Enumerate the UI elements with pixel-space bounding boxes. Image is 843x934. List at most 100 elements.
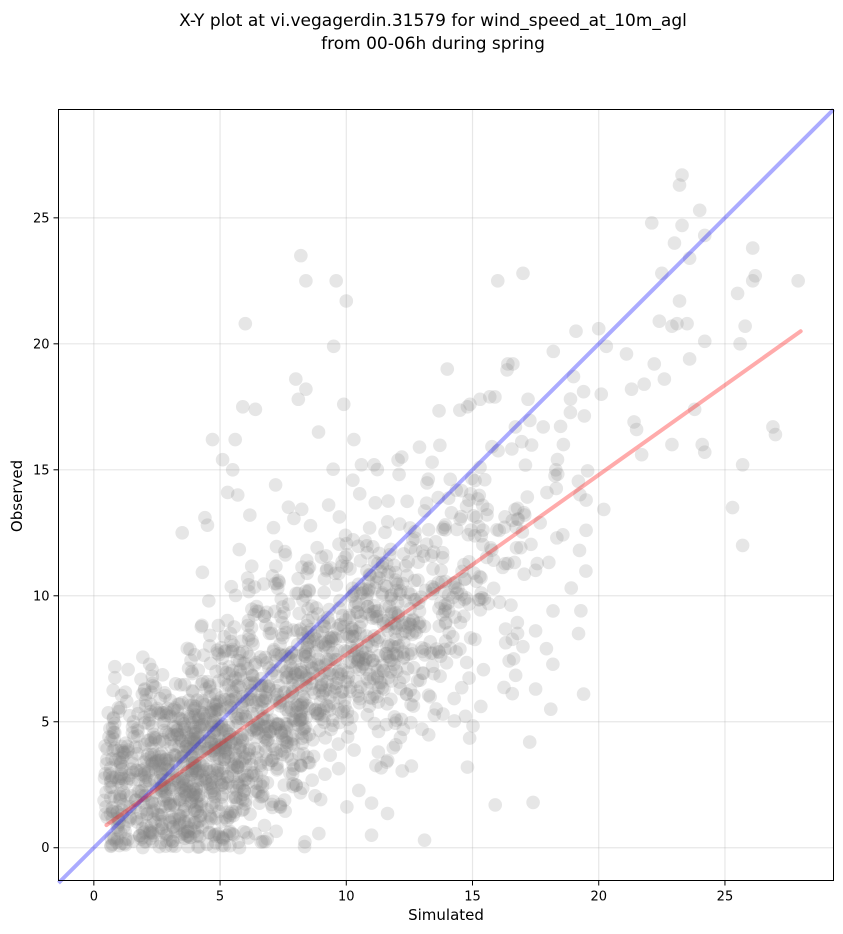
scatter-point [396, 547, 411, 561]
scatter-point [198, 712, 213, 726]
scatter-point [350, 605, 365, 619]
scatter-point [210, 766, 225, 780]
scatter-point [168, 824, 183, 839]
scatter-point [114, 755, 128, 770]
scatter-point [232, 840, 247, 855]
scatter-point [322, 602, 337, 617]
scatter-point [390, 595, 405, 610]
scatter-point [365, 691, 380, 706]
scatter-point [308, 789, 322, 803]
scatter-point [343, 562, 357, 576]
scatter-point [268, 721, 283, 736]
scatter-point [448, 610, 462, 624]
scatter-point [472, 519, 486, 534]
scatter-point [345, 589, 359, 604]
scatter-point [498, 622, 513, 636]
scatter-point [502, 654, 516, 668]
scatter-point [273, 637, 287, 652]
scatter-point [228, 588, 243, 603]
scatter-point [111, 812, 126, 826]
scatter-point [352, 620, 367, 634]
scatter-point [235, 734, 250, 748]
scatter-point [114, 688, 129, 703]
scatter-point [310, 706, 324, 721]
scatter-point [392, 638, 406, 653]
scatter-point [103, 807, 118, 821]
scatter-point [143, 704, 158, 719]
scatter-point [354, 457, 369, 472]
scatter-point [315, 712, 329, 726]
scatter-point [210, 763, 224, 777]
scatter-point [218, 745, 232, 759]
scatter-point [135, 840, 150, 855]
scatter-point [145, 756, 160, 771]
scatter-point [181, 693, 196, 708]
scatter-point [278, 716, 292, 731]
scatter-point [260, 831, 274, 846]
scatter-point [113, 769, 128, 783]
scatter-point [228, 671, 243, 685]
scatter-point [204, 811, 219, 826]
scatter-point [244, 765, 259, 780]
scatter-point [181, 707, 195, 721]
scatter-point [423, 635, 438, 649]
scatter-point [167, 701, 182, 715]
scatter-point [336, 704, 351, 719]
scatter-point [215, 838, 229, 853]
scatter-point [275, 616, 290, 630]
scatter-point [415, 644, 430, 659]
scatter-point [223, 626, 238, 641]
scatter-point [196, 764, 211, 779]
scatter-point [224, 701, 239, 715]
scatter-point [176, 754, 190, 769]
scatter-point [159, 705, 174, 719]
scatter-point [296, 631, 311, 646]
scatter-point [207, 786, 222, 801]
scatter-point [104, 773, 118, 788]
scatter-point [224, 634, 238, 649]
scatter-point [344, 622, 359, 637]
scatter-point [270, 687, 284, 702]
scatter-point [192, 829, 207, 844]
scatter-point [208, 835, 223, 850]
scatter-point [209, 664, 223, 679]
scatter-point [382, 565, 396, 579]
scatter-point [599, 339, 614, 354]
scatter-point [367, 554, 382, 569]
scatter-point [124, 750, 139, 765]
scatter-point [362, 699, 377, 714]
scatter-point [215, 766, 229, 781]
scatter-point [417, 833, 432, 847]
scatter-point [426, 582, 440, 597]
scatter-point [253, 777, 268, 792]
scatter-point [477, 592, 492, 606]
scatter-point [325, 634, 339, 648]
scatter-point [189, 782, 203, 796]
scatter-point [270, 581, 285, 596]
scatter-point [334, 685, 349, 699]
scatter-point [372, 630, 386, 645]
scatter-point [285, 767, 300, 782]
scatter-point [293, 665, 308, 680]
scatter-point [166, 820, 181, 834]
scatter-point [318, 640, 333, 654]
scatter-point [665, 437, 679, 452]
scatter-point [179, 725, 194, 740]
scatter-point [286, 737, 301, 752]
scatter-point [380, 697, 394, 711]
scatter-point [285, 670, 300, 685]
scatter-point [177, 771, 191, 786]
scatter-point [361, 583, 376, 598]
scatter-point [106, 725, 121, 740]
scatter-point [528, 624, 543, 638]
scatter-point [627, 415, 641, 429]
scatter-point [187, 648, 202, 662]
scatter-point [137, 835, 152, 849]
scatter-point [362, 581, 377, 596]
scatter-point [330, 666, 345, 680]
scatter-point [145, 676, 160, 691]
scatter-point [179, 782, 193, 796]
scatter-point [453, 615, 468, 630]
scatter-point [203, 656, 218, 671]
scatter-point [300, 750, 315, 765]
